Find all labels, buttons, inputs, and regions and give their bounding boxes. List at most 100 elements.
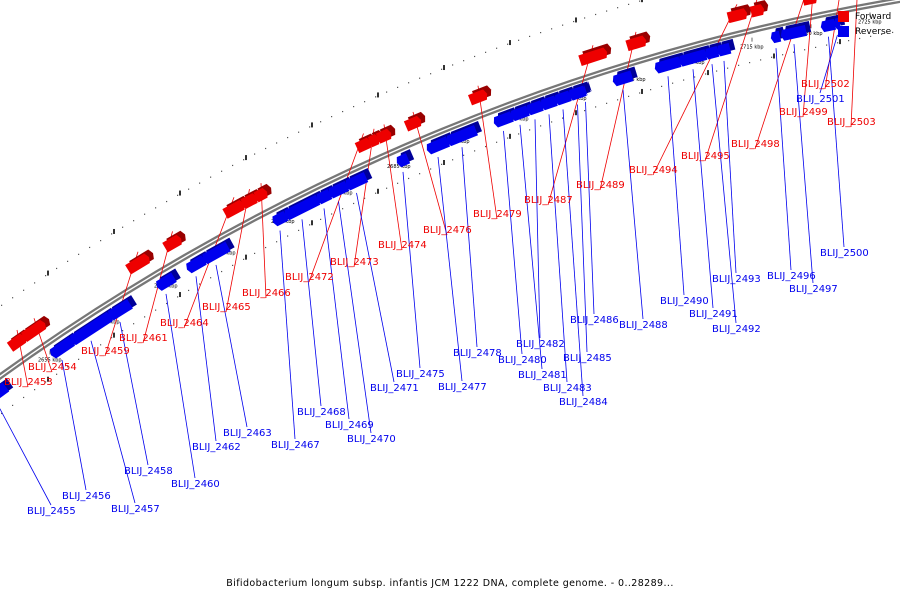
gene-BLIJ_2454[interactable]	[20, 315, 51, 342]
label-BLIJ_2491[interactable]: BLIJ_2491	[689, 309, 738, 320]
label-BLIJ_2457[interactable]: BLIJ_2457	[111, 504, 160, 515]
gene-body	[345, 171, 369, 191]
label-BLIJ_2455[interactable]: BLIJ_2455	[27, 506, 76, 517]
label-BLIJ_2476[interactable]: BLIJ_2476	[423, 225, 472, 236]
label-BLIJ_2474[interactable]: BLIJ_2474	[378, 240, 427, 251]
gene-BLIJ_2468[interactable]	[284, 190, 325, 221]
label-BLIJ_2461[interactable]: BLIJ_2461	[119, 333, 168, 344]
gene-BLIJ_2478[interactable]	[446, 121, 483, 147]
legend-forward[interactable]: Forward	[838, 9, 891, 24]
label-BLIJ_2499[interactable]: BLIJ_2499	[779, 107, 828, 118]
dot-inner	[243, 258, 245, 260]
label-BLIJ_2458[interactable]: BLIJ_2458	[124, 466, 173, 477]
label-BLIJ_2488[interactable]: BLIJ_2488	[619, 320, 668, 331]
gene-BLIJ_2457[interactable]	[69, 307, 117, 346]
label-BLIJ_2483[interactable]: BLIJ_2483	[543, 383, 592, 394]
dot-outer	[408, 82, 410, 84]
gene-BLIJ_2455[interactable]	[0, 378, 14, 402]
label-BLIJ_2503[interactable]: BLIJ_2503	[827, 117, 876, 128]
label-BLIJ_2464[interactable]: BLIJ_2464	[160, 318, 209, 329]
label-BLIJ_2468[interactable]: BLIJ_2468	[297, 407, 346, 418]
label-BLIJ_2479[interactable]: BLIJ_2479	[473, 209, 522, 220]
gene-body	[186, 255, 207, 274]
legend-reverse[interactable]: Reverse	[838, 24, 891, 39]
gene-BLIJ_2488[interactable]	[612, 66, 638, 87]
label-BLIJ_2469[interactable]: BLIJ_2469	[325, 420, 374, 431]
label-BLIJ_2481[interactable]: BLIJ_2481	[518, 370, 567, 381]
dot-outer	[375, 96, 377, 98]
dot-inner	[540, 125, 542, 127]
gene-BLIJ_2458[interactable]	[107, 295, 137, 321]
tick-outer	[311, 122, 313, 128]
label-BLIJ_2454[interactable]: BLIJ_2454	[28, 362, 77, 373]
gene-BLIJ_2475[interactable]	[396, 149, 415, 168]
gene-BLIJ_2487[interactable]	[578, 43, 612, 66]
label-BLIJ_2490[interactable]: BLIJ_2490	[660, 296, 709, 307]
gene-labels: BLIJ_2453 BLIJ_2454 BLIJ_2459 BLIJ_2461 BLIJ…	[4, 79, 876, 517]
label-BLIJ_2498[interactable]: BLIJ_2498	[731, 139, 780, 150]
label-BLIJ_2501[interactable]: BLIJ_2501	[796, 94, 845, 105]
gene-BLIJ_2479[interactable]	[468, 85, 492, 106]
label-BLIJ_2480[interactable]: BLIJ_2480	[498, 355, 547, 366]
gene-BLIJ_2460[interactable]	[156, 268, 181, 291]
label-BLIJ_2485[interactable]: BLIJ_2485	[563, 353, 612, 364]
label-BLIJ_2500[interactable]: BLIJ_2500	[820, 248, 869, 259]
kbp-tick-label: 2705 kbp	[622, 77, 646, 83]
label-BLIJ_2489[interactable]: BLIJ_2489	[576, 180, 625, 191]
label-BLIJ_2492[interactable]: BLIJ_2492	[712, 324, 761, 335]
dot-outer	[298, 131, 300, 133]
gene-body	[403, 115, 422, 132]
label-BLIJ_2497[interactable]: BLIJ_2497	[789, 284, 838, 295]
gene-BLIJ_2491[interactable]	[678, 45, 712, 67]
label-BLIJ_2493[interactable]: BLIJ_2493	[712, 274, 761, 285]
dot-inner	[45, 381, 47, 383]
label-BLIJ_2478[interactable]: BLIJ_2478	[453, 348, 502, 359]
dot-inner	[265, 246, 267, 249]
gene-BLIJ_2459[interactable]	[125, 249, 154, 275]
dot-inner	[694, 76, 696, 78]
label-BLIJ_2471[interactable]: BLIJ_2471	[370, 383, 419, 394]
label-BLIJ_2470[interactable]: BLIJ_2470	[347, 434, 396, 445]
gene-BLIJ_2476[interactable]	[403, 111, 426, 132]
gene-BLIJ_2495[interactable]	[749, 0, 769, 18]
label-BLIJ_2484[interactable]: BLIJ_2484	[559, 397, 608, 408]
label-BLIJ_2467[interactable]: BLIJ_2467	[271, 440, 320, 451]
label-BLIJ_2477[interactable]: BLIJ_2477	[438, 382, 487, 393]
label-BLIJ_2495[interactable]: BLIJ_2495	[681, 151, 730, 162]
gene-BLIJ_2474[interactable]	[375, 124, 396, 144]
gene-BLIJ_2489[interactable]	[625, 31, 651, 52]
gene-BLIJ_2497[interactable]	[780, 20, 812, 41]
label-BLIJ_2496[interactable]: BLIJ_2496	[767, 271, 816, 282]
gene-body	[654, 56, 682, 74]
label-BLIJ_2463[interactable]: BLIJ_2463	[223, 428, 272, 439]
gene-BLIJ_2494[interactable]	[726, 4, 752, 24]
label-BLIJ_2465[interactable]: BLIJ_2465	[202, 302, 251, 313]
label-BLIJ_2460[interactable]: BLIJ_2460	[171, 479, 220, 490]
gene-BLIJ_2461[interactable]	[162, 230, 186, 253]
label-BLIJ_2486[interactable]: BLIJ_2486	[570, 315, 619, 326]
gene-BLIJ_2490[interactable]	[654, 52, 686, 74]
label-BLIJ_2462[interactable]: BLIJ_2462	[192, 442, 241, 453]
gene-BLIJ_2499[interactable]	[810, 0, 821, 4]
label-BLIJ_2502[interactable]: BLIJ_2502	[801, 79, 850, 90]
gene-BLIJ_2463[interactable]	[202, 237, 235, 265]
dot-inner	[100, 344, 102, 346]
gene-BLIJ_2486[interactable]	[583, 81, 592, 96]
gene-BLIJ_2493[interactable]	[716, 38, 736, 57]
label-BLIJ_2475[interactable]: BLIJ_2475	[396, 369, 445, 380]
label-BLIJ_2494[interactable]: BLIJ_2494	[629, 165, 678, 176]
dot-outer	[155, 207, 157, 209]
label-BLIJ_2472[interactable]: BLIJ_2472	[285, 272, 334, 283]
gene-BLIJ_2471[interactable]	[345, 167, 373, 191]
label-BLIJ_2487[interactable]: BLIJ_2487	[524, 195, 573, 206]
label-BLIJ_2456[interactable]: BLIJ_2456	[62, 491, 111, 502]
label-BLIJ_2459[interactable]: BLIJ_2459	[81, 346, 130, 357]
gene-BLIJ_2466[interactable]	[253, 183, 272, 203]
connector-BLIJ_2477	[437, 156, 463, 382]
label-BLIJ_2482[interactable]: BLIJ_2482	[516, 339, 565, 350]
label-BLIJ_2453[interactable]: BLIJ_2453	[4, 377, 53, 388]
label-BLIJ_2473[interactable]: BLIJ_2473	[330, 257, 379, 268]
label-BLIJ_2466[interactable]: BLIJ_2466	[242, 288, 291, 299]
gene-BLIJ_2472[interactable]	[354, 133, 376, 154]
connector-BLIJ_2495	[704, 0, 758, 162]
